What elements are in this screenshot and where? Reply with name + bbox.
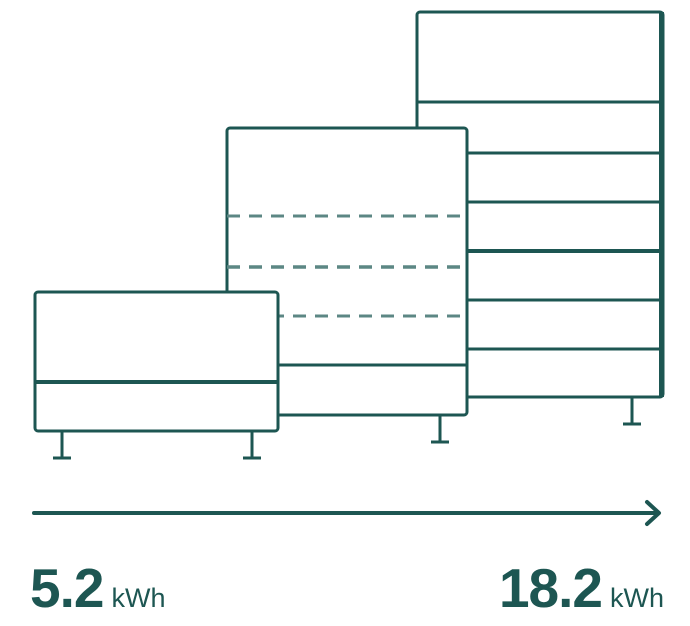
battery-small-foot-right bbox=[243, 431, 261, 460]
arrow-right-icon bbox=[32, 500, 661, 526]
capacity-max-value: 18.2 bbox=[498, 557, 603, 619]
capacity-min-value: 5.2 bbox=[30, 557, 104, 619]
capacity-max-unit: kWh bbox=[610, 583, 664, 613]
battery-small-foot-left bbox=[53, 431, 71, 460]
battery-large-foot bbox=[623, 397, 641, 426]
battery-large-side-edge bbox=[659, 12, 664, 397]
capacity-max-label: 18.2 kWh bbox=[499, 556, 664, 626]
battery-medium-foot bbox=[431, 415, 449, 444]
battery-small bbox=[33, 290, 280, 460]
battery-medium-body bbox=[225, 126, 469, 417]
capacity-min-unit: kWh bbox=[111, 583, 166, 613]
battery-small-body bbox=[33, 290, 280, 433]
capacity-min-label: 5.2 kWh bbox=[30, 556, 165, 626]
